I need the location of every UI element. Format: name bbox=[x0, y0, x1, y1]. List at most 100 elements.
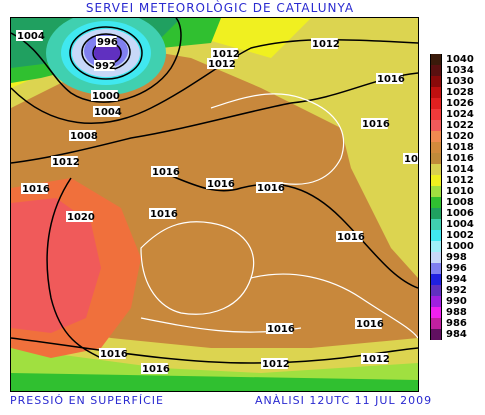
legend-swatch bbox=[430, 87, 442, 98]
isobar-label-bg bbox=[51, 156, 78, 167]
isobar-label-bg bbox=[361, 353, 388, 364]
legend-swatch bbox=[430, 175, 442, 186]
legend-swatch bbox=[430, 153, 442, 164]
isobar-label: 1016 bbox=[150, 209, 178, 220]
legend-swatch bbox=[430, 142, 442, 153]
isobar-label-bg bbox=[207, 58, 234, 69]
legend-label: 996 bbox=[446, 263, 467, 274]
legend-label: 1004 bbox=[446, 219, 474, 230]
isobar-label: 1012 bbox=[312, 39, 340, 50]
isobar-label-bg bbox=[141, 363, 168, 374]
isobar-label: 1016 bbox=[377, 74, 405, 85]
isobar-label-bg bbox=[149, 208, 176, 219]
legend-label: 992 bbox=[446, 285, 467, 296]
legend-label: 1030 bbox=[446, 76, 474, 87]
legend-swatch bbox=[430, 120, 442, 131]
legend-swatch bbox=[430, 307, 442, 318]
legend-label: 1012 bbox=[446, 175, 474, 186]
legend-label: 1010 bbox=[446, 186, 474, 197]
isobar-label-bg bbox=[256, 182, 283, 193]
legend-label: 1034 bbox=[446, 65, 474, 76]
isobar-label: 1004 bbox=[94, 107, 122, 118]
legend-label: 998 bbox=[446, 252, 467, 263]
isobar-label-bg bbox=[403, 153, 418, 164]
isobar-label-bg bbox=[261, 358, 288, 369]
isobar-label: 1012 bbox=[208, 59, 236, 70]
legend-label: 1018 bbox=[446, 142, 474, 153]
isobar-label-bg bbox=[69, 130, 96, 141]
isobar-label: 1012 bbox=[212, 49, 240, 60]
isobar-label-bg bbox=[376, 73, 403, 84]
isobar-label: 1012 bbox=[262, 359, 290, 370]
legend-label: 1016 bbox=[446, 153, 474, 164]
isobar-label: 1016 bbox=[152, 167, 180, 178]
legend-swatch bbox=[430, 296, 442, 307]
isobar-label: 1016 bbox=[22, 184, 50, 195]
legend-swatch bbox=[430, 230, 442, 241]
legend-swatch bbox=[430, 241, 442, 252]
isobar-label-bg bbox=[16, 30, 43, 41]
legend-swatch bbox=[430, 98, 442, 109]
isobar-label: 1016 bbox=[142, 364, 170, 375]
legend-label: 1024 bbox=[446, 109, 474, 120]
isobar-label: 1004 bbox=[17, 31, 45, 42]
isobar-label: 1016 bbox=[362, 119, 390, 130]
legend-swatch bbox=[430, 164, 442, 175]
legend-swatch bbox=[430, 186, 442, 197]
footer-analysis-time: ANÀLISI 12UTC 11 JUL 2009 bbox=[255, 394, 433, 407]
isobar-label-bg bbox=[21, 183, 48, 194]
legend-swatch bbox=[430, 318, 442, 329]
pressure-map: 1004 996 992 1000 1004 1008 1012 1012 1012 1016 10… bbox=[10, 17, 419, 392]
legend-swatch bbox=[430, 76, 442, 87]
legend-swatch bbox=[430, 131, 442, 142]
legend-label: 994 bbox=[446, 274, 467, 285]
legend-swatch bbox=[430, 252, 442, 263]
legend-label: 1002 bbox=[446, 230, 474, 241]
legend-swatch bbox=[430, 109, 442, 120]
legend-swatch bbox=[430, 208, 442, 219]
legend-label: 1014 bbox=[446, 164, 474, 175]
isobar-label-bg bbox=[99, 348, 126, 359]
isobar-label-bg bbox=[266, 323, 293, 334]
isobar-label: 1016 bbox=[100, 349, 128, 360]
map-title: SERVEI METEOROLÒGIC DE CATALUNYA bbox=[85, 1, 355, 15]
legend-swatch bbox=[430, 329, 442, 340]
legend-swatch bbox=[430, 54, 442, 65]
isobar-label-bg bbox=[311, 38, 338, 49]
isobar-label-bg bbox=[151, 166, 178, 177]
isobar-label: 996 bbox=[97, 37, 118, 48]
isobar-label-bg bbox=[91, 90, 118, 101]
legend-label: 1006 bbox=[446, 208, 474, 219]
legend-swatch bbox=[430, 274, 442, 285]
legend-label: 1020 bbox=[446, 131, 474, 142]
isobar-label-bg bbox=[361, 118, 388, 129]
isobar-label: 1012 bbox=[362, 354, 390, 365]
isobar-label-bg bbox=[66, 211, 93, 222]
legend-swatch bbox=[430, 197, 442, 208]
legend-swatch bbox=[430, 219, 442, 230]
legend-label: 1000 bbox=[446, 241, 474, 252]
legend-label: 1040 bbox=[446, 54, 474, 65]
legend-label: 1008 bbox=[446, 197, 474, 208]
legend-label: 1028 bbox=[446, 87, 474, 98]
isobar-label: 1016 bbox=[356, 319, 384, 330]
isobar-label-bg bbox=[96, 36, 117, 47]
legend-label: 988 bbox=[446, 307, 467, 318]
isobar-label: 992 bbox=[95, 61, 116, 72]
legend-label: 984 bbox=[446, 329, 467, 340]
isobar-label-bg bbox=[336, 231, 363, 242]
isobar-label: 1016 bbox=[257, 183, 285, 194]
legend-swatch bbox=[430, 65, 442, 76]
isobar-label: 1000 bbox=[92, 91, 120, 102]
isobar-label: 1016 bbox=[267, 324, 295, 335]
isobar-label-bg bbox=[206, 178, 233, 189]
legend-label: 1022 bbox=[446, 120, 474, 131]
legend-swatch bbox=[430, 263, 442, 274]
isobar-label-bg bbox=[94, 60, 115, 71]
isobar-label: 1012 bbox=[404, 154, 418, 165]
isobar-label-bg bbox=[355, 318, 382, 329]
isobar-label: 1020 bbox=[67, 212, 95, 223]
isobar-label-bg bbox=[93, 106, 120, 117]
legend-label: 986 bbox=[446, 318, 467, 329]
isobar-label-bg bbox=[211, 48, 238, 59]
